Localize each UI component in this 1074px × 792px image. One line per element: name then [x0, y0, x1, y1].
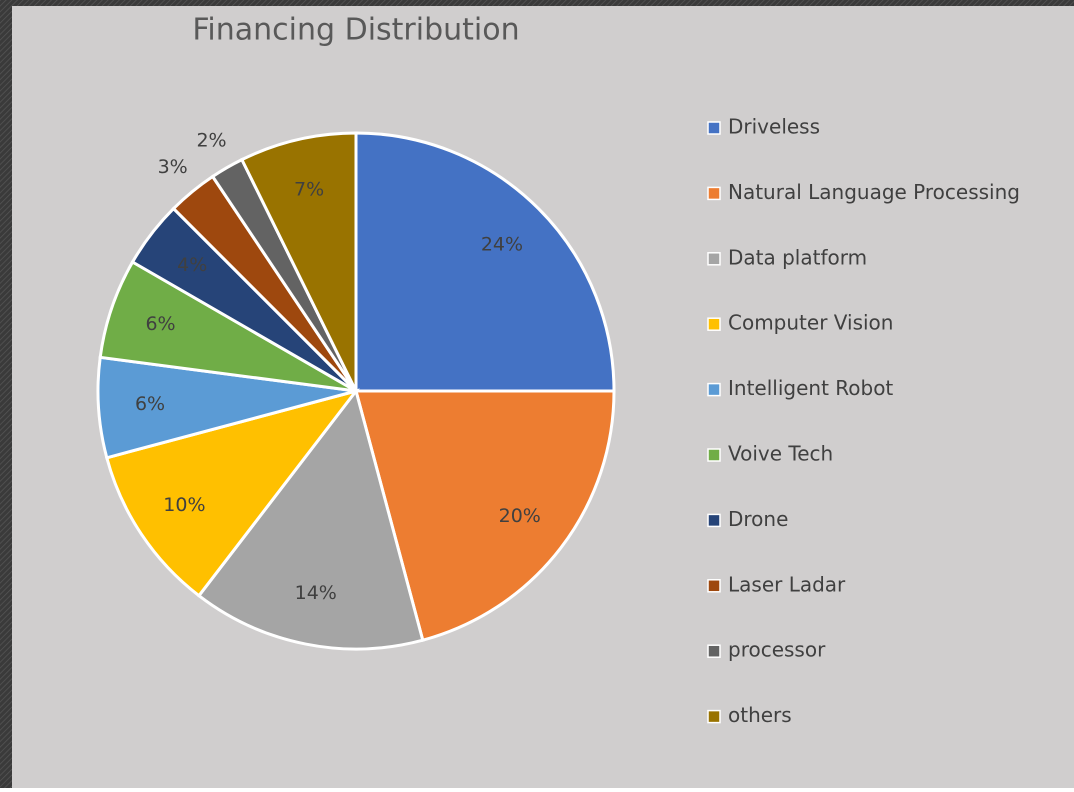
pie-slice [196, 387, 425, 651]
data-label: 14% [295, 582, 337, 604]
chart-title: Financing Distribution [192, 13, 519, 48]
data-label: 10% [163, 494, 205, 516]
data-label: 24% [481, 234, 523, 256]
legend-swatch [707, 121, 721, 135]
legend-label: Voive Tech [728, 442, 833, 466]
legend-label: Data platform [728, 245, 867, 269]
pie-slice [239, 131, 358, 392]
legend-label: Computer Vision [728, 311, 893, 335]
data-label: 3% [158, 156, 188, 178]
legend-label: Intelligent Robot [728, 376, 893, 400]
legend-swatch [707, 252, 721, 266]
legend-label: others [728, 703, 792, 727]
legend-label: Laser Ladar [728, 572, 846, 596]
data-label: 20% [499, 505, 541, 527]
data-label: 7% [294, 178, 324, 200]
legend-swatch [707, 382, 721, 397]
legend-swatch [707, 448, 721, 462]
legend-label: Drone [728, 507, 788, 531]
legend-swatch [707, 186, 721, 201]
pie-slice [354, 389, 616, 643]
data-label: 2% [196, 129, 226, 151]
data-label: 6% [135, 393, 165, 415]
pie-slice [354, 131, 616, 393]
data-label: 4% [177, 254, 207, 276]
legend-label: Natural Language Processing [728, 180, 1020, 204]
legend-swatch [707, 579, 721, 593]
data-label: 6% [145, 313, 175, 335]
legend-label: Driveless [728, 115, 820, 139]
legend-swatch [707, 513, 721, 528]
legend-label: processor [728, 638, 826, 662]
legend-swatch [707, 317, 721, 331]
legend-swatch [707, 644, 721, 658]
legend-swatch [707, 709, 721, 724]
